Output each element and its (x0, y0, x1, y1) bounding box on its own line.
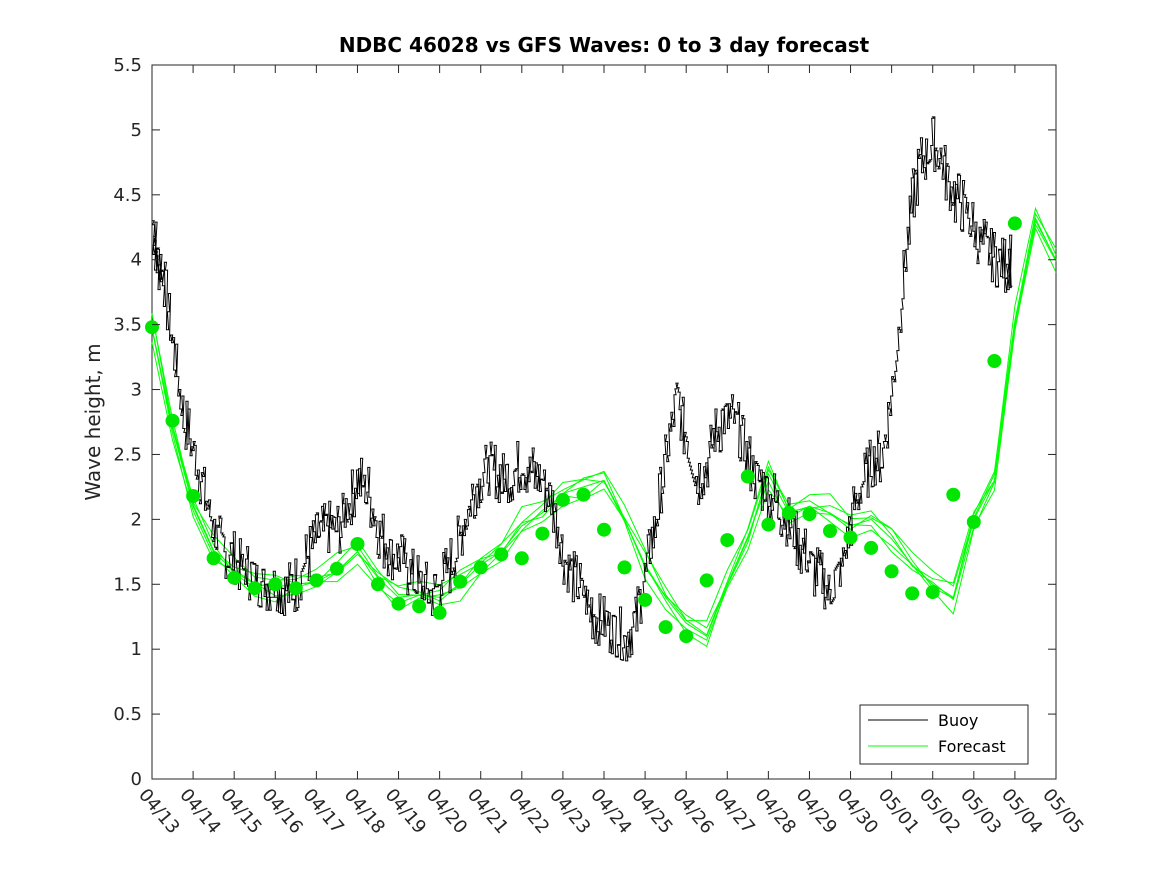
y-tick-label: 5.5 (113, 55, 142, 76)
forecast-marker (514, 551, 529, 566)
forecast-series-line (151, 216, 1057, 648)
y-tick-label: 4.5 (113, 185, 142, 206)
forecast-marker (227, 570, 242, 585)
forecast-marker (165, 413, 180, 428)
forecast-marker (391, 596, 406, 611)
legend: Buoy Forecast (859, 704, 1029, 765)
forecast-marker (206, 551, 221, 566)
forecast-marker (453, 574, 468, 589)
forecast-marker (761, 517, 776, 532)
forecast-marker (247, 581, 262, 596)
axes-box (151, 64, 1057, 780)
forecast-marker (679, 629, 694, 644)
forecast-marker (432, 605, 447, 620)
forecast-marker (781, 505, 796, 520)
y-tick-label: 5 (131, 120, 142, 141)
y-tick-label: 0.5 (113, 704, 142, 725)
forecast-marker (823, 524, 837, 538)
forecast-marker (638, 592, 653, 607)
forecast-marker (740, 469, 755, 484)
forecast-series-line (151, 226, 1057, 641)
forecast-marker (412, 599, 427, 614)
legend-box (859, 704, 1029, 765)
forecast-series-line (151, 212, 1057, 636)
forecast-marker (576, 487, 591, 502)
forecast-lines (151, 206, 1057, 648)
forecast-marker (843, 530, 858, 545)
legend-forecast-label: Forecast (938, 737, 1006, 756)
y-tick-label: 3 (131, 380, 142, 401)
y-tick-label: 3.5 (113, 315, 142, 336)
forecast-marker (329, 561, 344, 576)
buoy-series-line (151, 116, 1013, 662)
forecast-markers (145, 216, 1022, 644)
plot-area (145, 64, 1057, 780)
forecast-marker (699, 573, 714, 588)
forecast-marker (555, 492, 570, 507)
chart-title: NDBC 46028 vs GFS Waves: 0 to 3 day fore… (339, 33, 870, 57)
y-tick-label: 1 (131, 639, 142, 660)
forecast-series-line (151, 223, 1057, 629)
forecast-marker (864, 540, 879, 555)
y-tick-label: 1.5 (113, 574, 142, 595)
forecast-marker (925, 585, 940, 600)
y-tick-label: 4 (131, 250, 142, 271)
forecast-marker (371, 577, 385, 592)
forecast-marker (350, 537, 365, 551)
buoy-lines (151, 116, 1013, 662)
forecast-marker (946, 487, 961, 502)
legend-buoy-label: Buoy (938, 711, 978, 730)
forecast-marker (720, 533, 735, 548)
y-tick-label: 2.5 (113, 444, 142, 465)
forecast-marker (1007, 216, 1022, 231)
forecast-marker (658, 620, 673, 635)
forecast-marker (987, 354, 1002, 368)
forecast-marker (884, 564, 899, 579)
forecast-marker (905, 586, 920, 601)
forecast-marker (309, 573, 324, 588)
forecast-marker (617, 560, 632, 575)
forecast-marker (473, 560, 488, 575)
forecast-marker (145, 320, 159, 335)
y-axis-ticks: 0 0.5 1 1.5 2 2.5 3 3.5 4 4.5 5 5.5 (113, 55, 1056, 790)
forecast-marker (966, 515, 981, 529)
forecast-marker (268, 577, 283, 592)
y-tick-label: 2 (131, 509, 142, 530)
forecast-marker (802, 507, 817, 522)
forecast-marker (597, 522, 611, 537)
forecast-marker (535, 526, 550, 541)
y-tick-label: 0 (131, 769, 142, 790)
forecast-marker (494, 547, 509, 562)
forecast-marker (288, 581, 303, 596)
forecast-marker (186, 489, 201, 503)
y-axis-label: Wave height, m (81, 343, 105, 500)
